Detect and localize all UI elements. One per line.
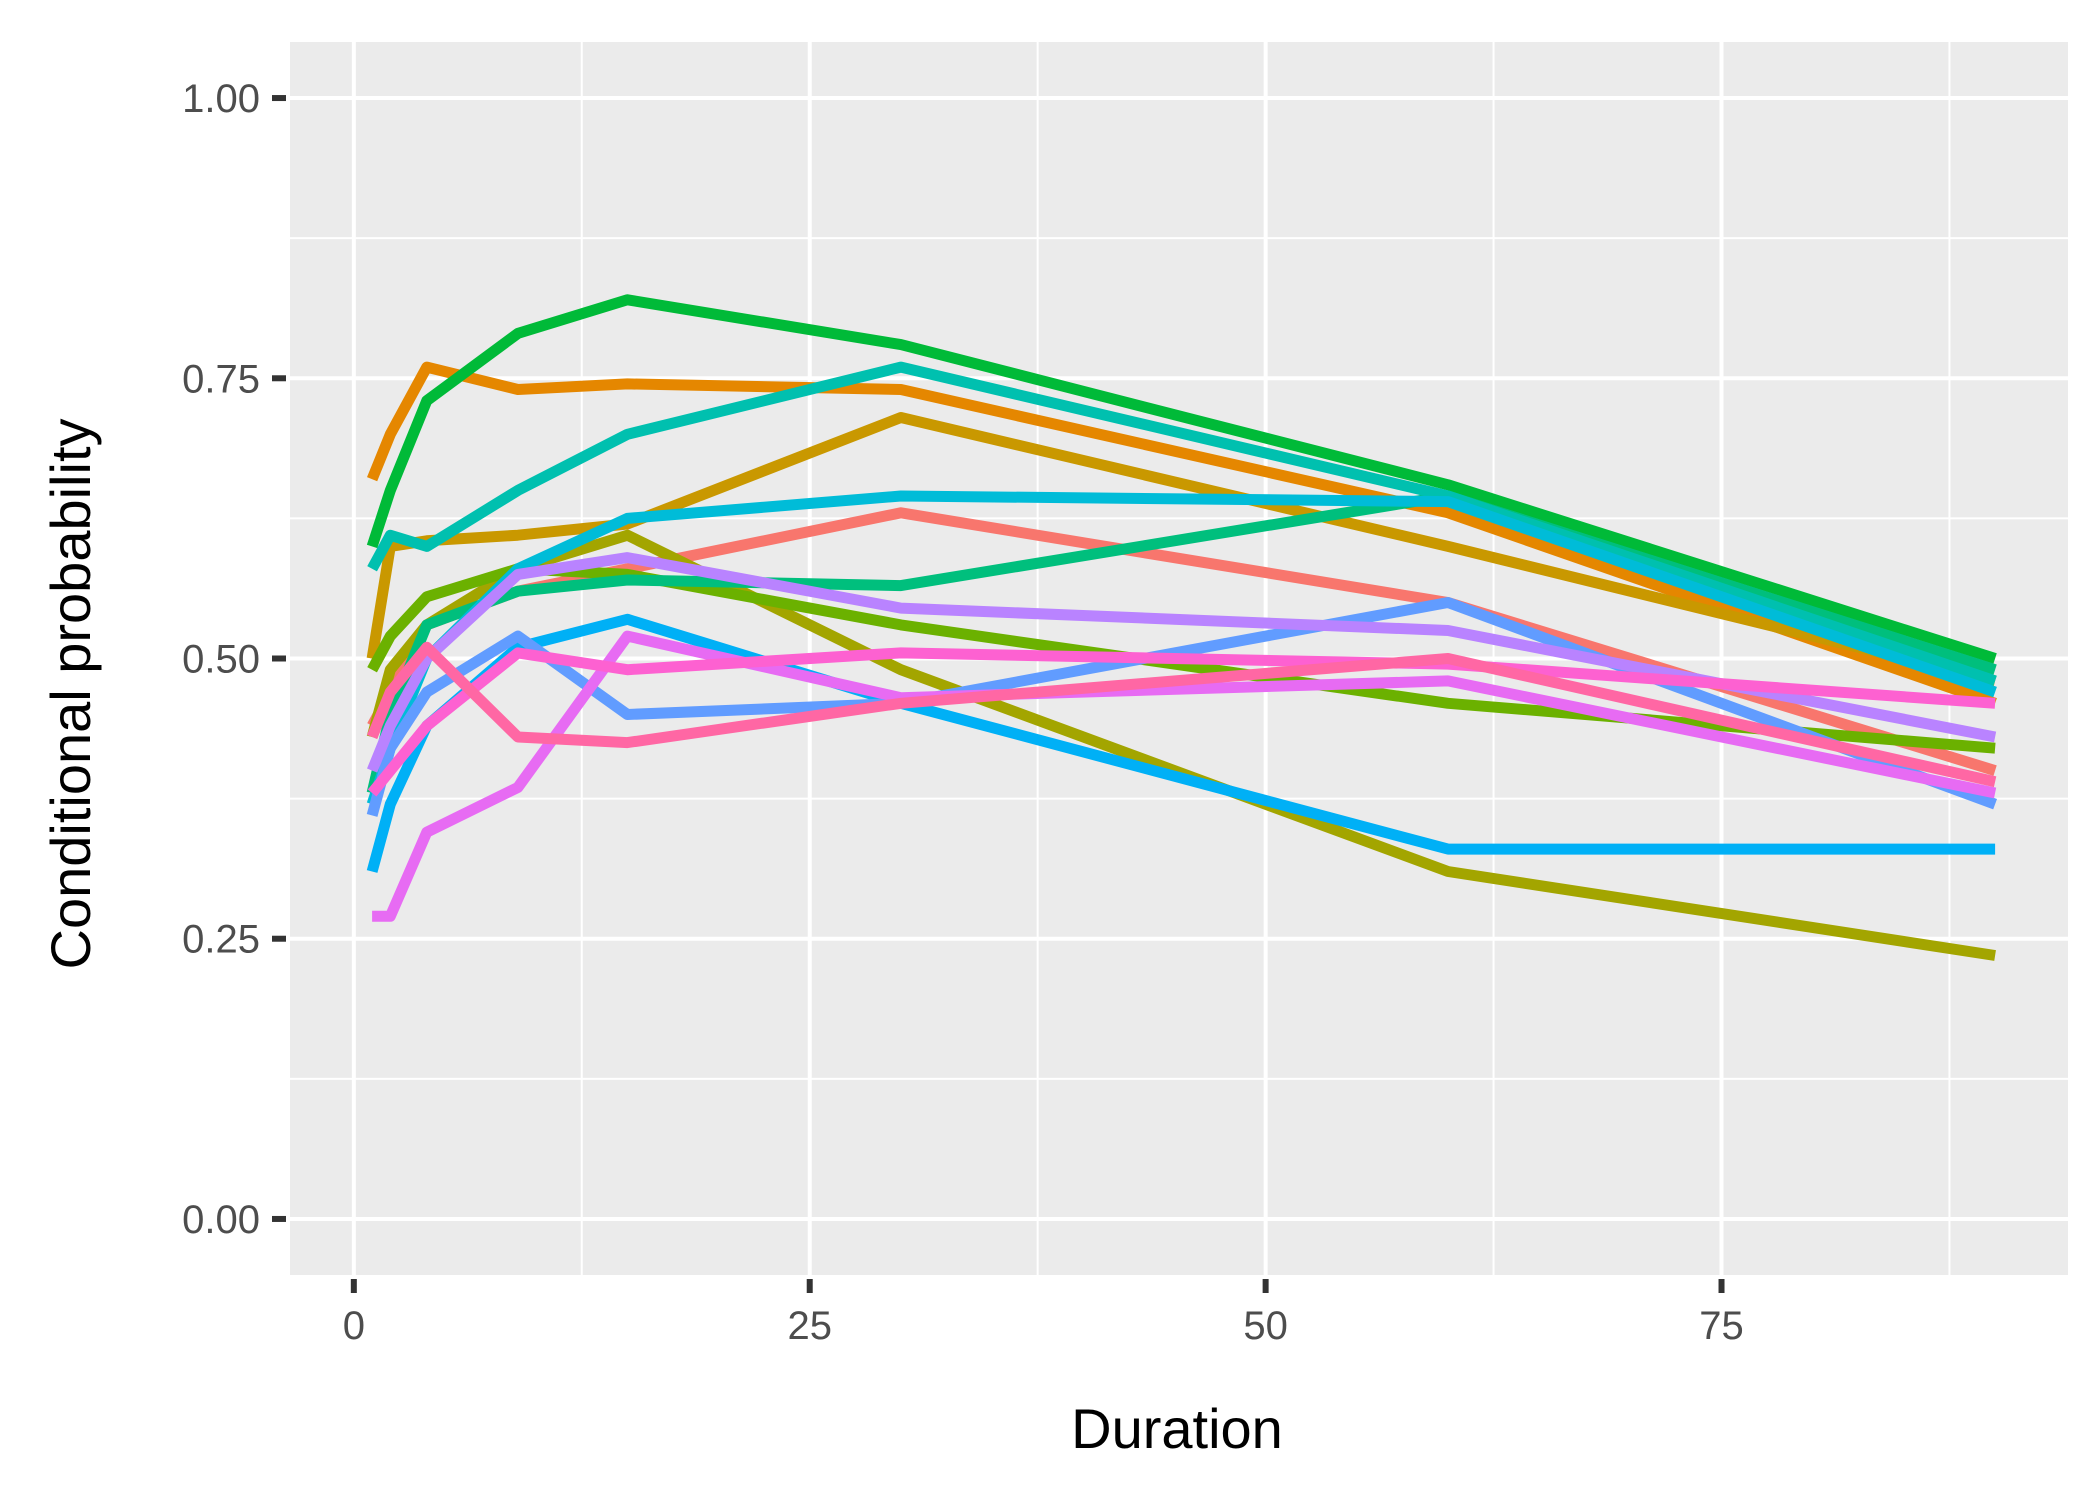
y-axis: 0.00 0.25 0.50 0.75 1.00 xyxy=(182,77,286,1242)
y-tick-label: 0.50 xyxy=(182,638,260,682)
x-axis-title: Duration xyxy=(1071,1397,1283,1460)
y-tick-label: 0.00 xyxy=(182,1198,260,1242)
series-line-10 xyxy=(366,613,1996,873)
series-line-11 xyxy=(366,597,1998,817)
series-line-13 xyxy=(372,630,1997,922)
series-line-6 xyxy=(366,294,1997,664)
series-line-7 xyxy=(366,490,1997,795)
y-axis-title: Conditional probability xyxy=(39,418,102,969)
series-line-5 xyxy=(367,563,1996,754)
x-tick-label: 25 xyxy=(787,1304,832,1348)
x-axis: 0 25 50 75 xyxy=(343,1279,1744,1348)
y-tick-label: 0.25 xyxy=(182,918,260,962)
series-line-2 xyxy=(367,361,1997,709)
series-lines xyxy=(366,294,1998,961)
series-line-3 xyxy=(366,412,1997,687)
series-line-4 xyxy=(366,529,1996,961)
x-tick-label: 0 xyxy=(343,1304,365,1348)
series-line-8 xyxy=(367,361,1997,687)
y-tick-label: 0.75 xyxy=(182,357,260,401)
x-tick-label: 50 xyxy=(1243,1304,1288,1348)
x-tick-label: 75 xyxy=(1699,1304,1744,1348)
series-line-15 xyxy=(367,641,1997,788)
y-tick-label: 1.00 xyxy=(182,77,260,121)
series-line-12 xyxy=(367,552,1997,773)
